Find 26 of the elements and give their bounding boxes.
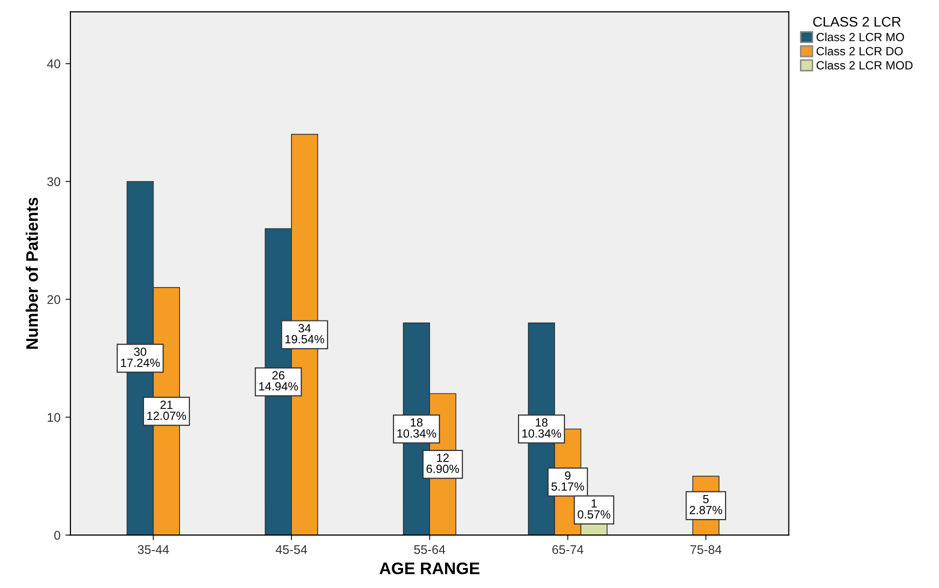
x-tick-label: 35-44 xyxy=(138,545,169,554)
x-tick-label: 45-54 xyxy=(276,545,308,554)
data-label: 21 12.07% xyxy=(147,400,186,420)
data-label: 30 17.24% xyxy=(121,348,160,367)
data-label: 5 2.87% xyxy=(690,495,722,514)
legend-label: Class 2 LCR MO xyxy=(816,32,904,42)
y-tick-label: 20 xyxy=(47,295,60,304)
data-label: 18 10.34% xyxy=(522,418,562,438)
y-tick-label: 30 xyxy=(47,177,60,186)
y-tick-label: 40 xyxy=(47,59,60,68)
x-tick-label: 75-84 xyxy=(690,545,722,554)
legend-label: Class 2 LCR DO xyxy=(816,46,903,56)
data-label: 1 0.57% xyxy=(578,499,610,519)
y-axis-title: Number of Patients xyxy=(26,198,38,349)
legend-label: Class 2 LCR MOD xyxy=(816,60,913,70)
data-label: 34 19.54% xyxy=(285,324,324,344)
y-tick-label: 0 xyxy=(54,530,60,540)
legend-title: CLASS 2 LCR xyxy=(813,16,901,27)
data-label: 9 5.17% xyxy=(551,471,584,491)
x-tick-label: 65-74 xyxy=(552,545,584,554)
y-tick-label: 10 xyxy=(48,413,60,422)
data-label: 12 6.90% xyxy=(426,454,460,474)
x-tick-label: 55-64 xyxy=(414,545,446,554)
data-label: 26 14.94% xyxy=(259,371,298,391)
data-label: 18 10.34% xyxy=(397,418,436,438)
x-axis-title: AGE RANGE xyxy=(380,562,480,574)
